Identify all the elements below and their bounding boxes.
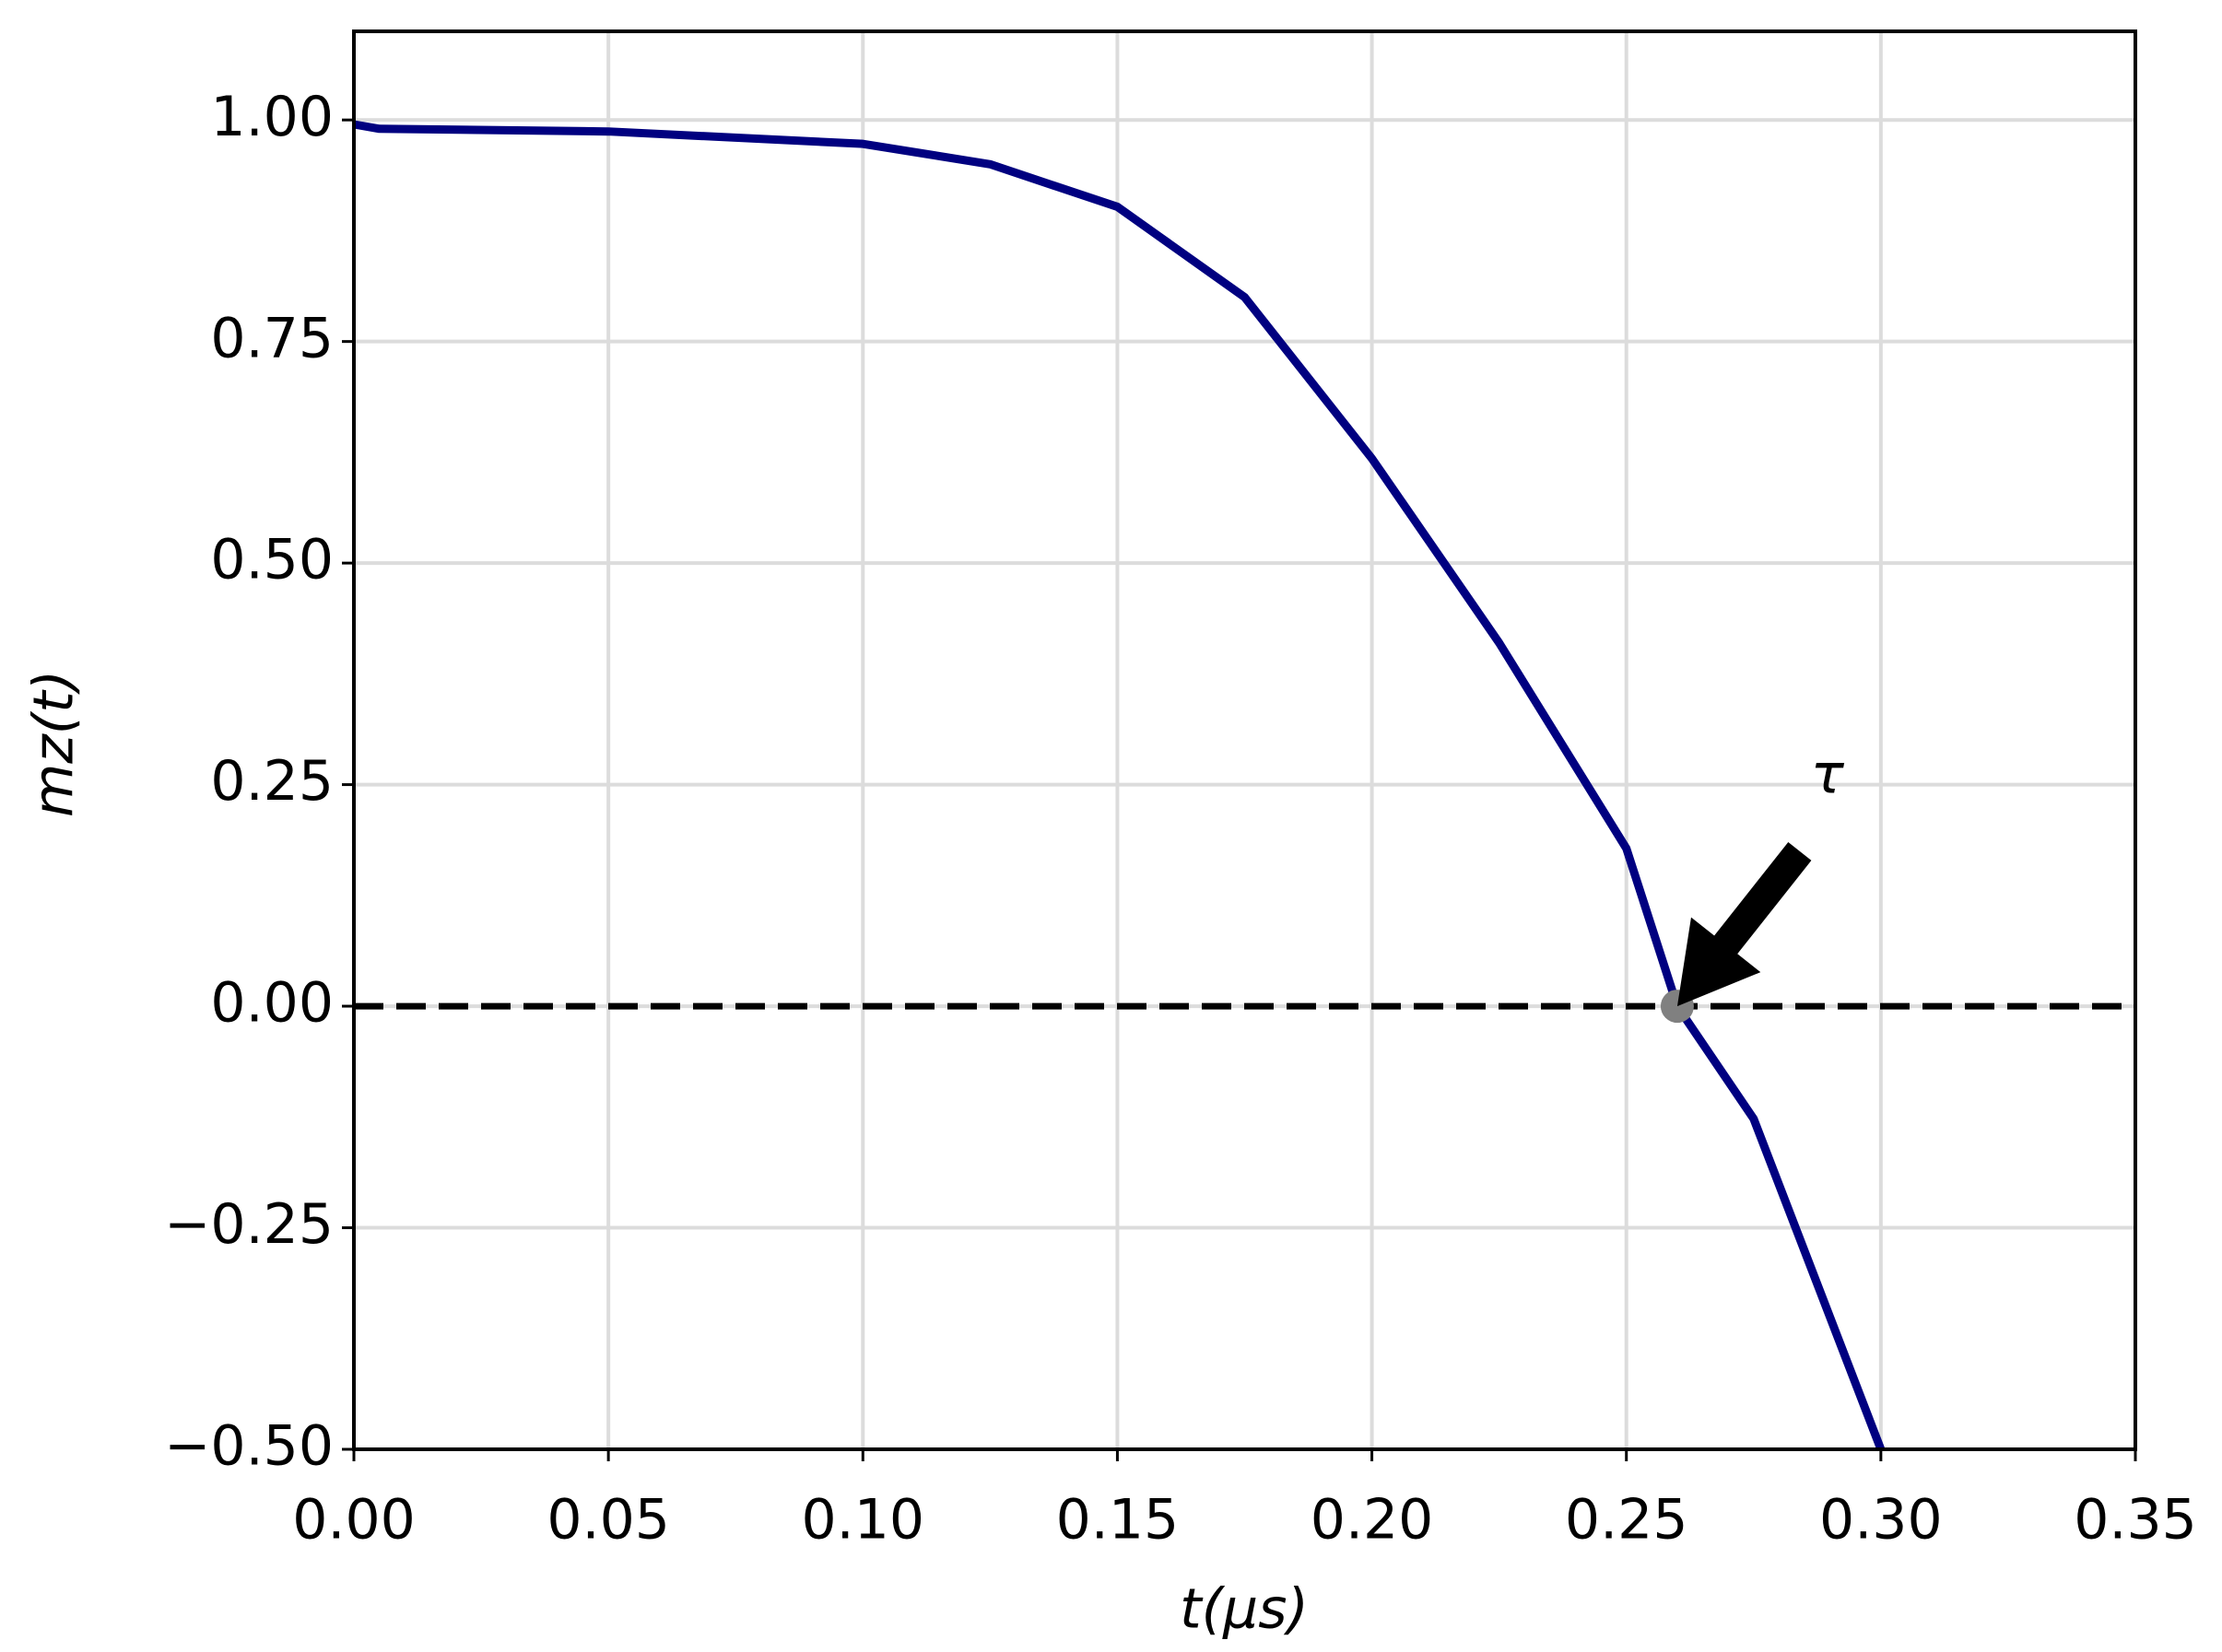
x-tick-label: 0.35 (2074, 1488, 2197, 1552)
x-tick-label: 0.05 (547, 1488, 670, 1552)
y-tick-label: −0.25 (164, 1192, 334, 1257)
y-tick-label: 1.00 (210, 85, 334, 149)
x-tick-label: 0.30 (1819, 1488, 1943, 1552)
x-tick-label: 0.15 (1056, 1488, 1180, 1552)
y-tick-label: 0.00 (210, 971, 334, 1036)
plot-frame (352, 29, 2137, 1451)
y-tick-label: 0.50 (210, 528, 334, 592)
annotation-text: τ (1811, 742, 1845, 806)
x-tick-label: 0.10 (801, 1488, 924, 1552)
y-tick-label: 0.75 (210, 306, 334, 370)
x-tick-label: 0.25 (1565, 1488, 1688, 1552)
y-tick-label: 0.25 (210, 749, 334, 814)
x-axis-label: t(μs) (1180, 1577, 1309, 1642)
annotation-arrow (1676, 841, 1812, 1007)
x-tick-label: 0.00 (292, 1488, 416, 1552)
y-tick-label: −0.50 (164, 1414, 334, 1479)
y-axis-label: mz(t) (22, 670, 87, 817)
x-tick-label: 0.20 (1311, 1488, 1434, 1552)
